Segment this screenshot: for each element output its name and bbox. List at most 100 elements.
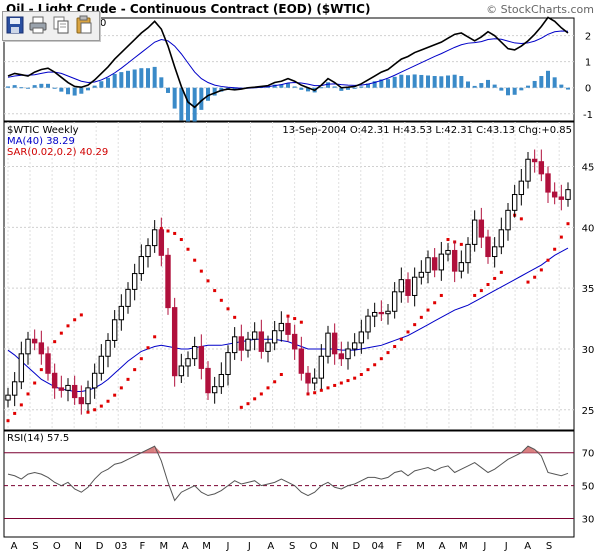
candle-down — [451, 249, 458, 272]
sar-dot — [546, 258, 550, 262]
candle-down — [45, 353, 51, 374]
candle-up — [525, 158, 531, 182]
symbol-label: $WTIC Weekly — [7, 125, 79, 136]
candle-down — [165, 254, 171, 309]
sar-dots — [6, 210, 570, 423]
sar-dot — [393, 345, 397, 349]
macd-histogram-bar — [6, 86, 10, 88]
candle-up — [471, 219, 478, 245]
macd-histogram-bar — [59, 87, 64, 92]
macd-histogram-bar — [12, 85, 17, 88]
x-tick-label: S — [289, 541, 295, 552]
x-tick-label: M — [416, 541, 425, 552]
candle-up — [225, 352, 231, 375]
candle-up — [18, 353, 25, 383]
macd-histogram-bar — [79, 87, 84, 94]
sar-dot — [99, 404, 103, 408]
x-tick-label: J — [504, 541, 508, 552]
macd-histogram-bar — [86, 87, 90, 91]
candle-down — [158, 229, 165, 256]
candle-up — [211, 386, 218, 394]
sar-dot — [386, 351, 390, 355]
macd-histogram-bar — [379, 79, 384, 88]
sar-dot — [59, 331, 63, 335]
macd-y-ticks: 2 1 0 -1 — [583, 32, 593, 121]
sar-dot — [553, 247, 557, 251]
macd-histogram-bar — [32, 85, 37, 88]
macd-histogram-bar — [492, 84, 497, 88]
sar-dot — [179, 238, 183, 242]
sar-dot — [419, 315, 423, 319]
macd-histogram-bar — [206, 87, 210, 101]
candle-up — [245, 338, 251, 351]
sar-dot — [66, 324, 70, 328]
paste-icon[interactable] — [74, 15, 94, 35]
sar-dot — [519, 217, 523, 221]
candle-down — [258, 331, 265, 352]
macd-histogram-bar — [146, 68, 150, 88]
sar-dot — [226, 307, 230, 311]
x-tick-label: J — [226, 541, 230, 552]
quote-label: 13-Sep-2004 O:42.31 H:43.53 L:42.31 C:43… — [282, 125, 572, 136]
candle-up — [491, 246, 498, 258]
candle-up — [398, 279, 405, 293]
print-icon[interactable] — [28, 15, 48, 35]
macd-histogram-bar — [212, 87, 217, 96]
macd-histogram-bar — [519, 87, 524, 91]
x-axis-labels: A S O N D 03 F M A M J J A S O N D 04 F M A M J J A S — [11, 541, 553, 552]
sar-dot — [313, 391, 317, 395]
sar-dot — [293, 317, 297, 321]
sar-dot — [173, 231, 177, 235]
macd-histogram-bar — [566, 87, 570, 90]
x-tick-label: J — [482, 541, 486, 552]
x-tick-label: A — [182, 541, 189, 552]
macd-histogram-bar — [126, 70, 130, 88]
sar-dot — [539, 268, 543, 272]
save-icon[interactable] — [5, 15, 25, 35]
sar-dot — [426, 308, 430, 312]
sar-dot — [239, 405, 243, 409]
candle-down — [38, 342, 45, 355]
rsi-line — [7, 445, 569, 502]
sar-dot — [119, 386, 123, 390]
rsi-y-ticks: 70 50 30 — [582, 449, 595, 526]
candle-down — [205, 367, 211, 394]
sar-dot — [379, 357, 383, 361]
candle-up — [85, 387, 91, 405]
macd-histogram-bar — [232, 87, 237, 90]
macd-tick-label: 1 — [585, 58, 591, 69]
sar-dot — [166, 229, 170, 233]
macd-histogram-bar — [546, 70, 550, 88]
rsi-tick-label: 70 — [582, 449, 595, 460]
candle-up — [385, 310, 391, 315]
candle-up — [371, 311, 378, 317]
macd-histogram-bar — [306, 87, 310, 92]
candle-up — [265, 342, 271, 352]
sar-dot — [399, 337, 403, 341]
macd-histogram-bar — [466, 81, 470, 88]
rsi-panel — [3, 430, 575, 538]
x-tick-label: O — [310, 541, 318, 552]
candle-down — [291, 333, 298, 350]
candle-up — [311, 377, 318, 384]
macd-histogram-bar — [346, 87, 350, 90]
price-tick-label: 35 — [582, 284, 595, 295]
macd-line — [7, 16, 569, 109]
candle-up — [105, 339, 111, 357]
sar-dot — [373, 363, 377, 367]
macd-histogram-bar — [452, 74, 457, 88]
copy-icon[interactable] — [51, 15, 71, 35]
price-candles — [5, 149, 571, 415]
macd-histogram-bar — [366, 83, 370, 88]
macd-histogram-bar — [132, 69, 137, 88]
sar-dot — [253, 397, 257, 401]
candle-up — [518, 180, 525, 196]
macd-histogram-bar — [172, 87, 177, 109]
sar-dot — [213, 289, 217, 293]
candle-up — [458, 262, 465, 272]
candle-up — [358, 331, 365, 344]
sar-dot — [233, 315, 237, 319]
macd-histogram-bar — [486, 79, 490, 88]
macd-tick-label: -1 — [583, 110, 593, 121]
candle-up — [565, 189, 571, 200]
